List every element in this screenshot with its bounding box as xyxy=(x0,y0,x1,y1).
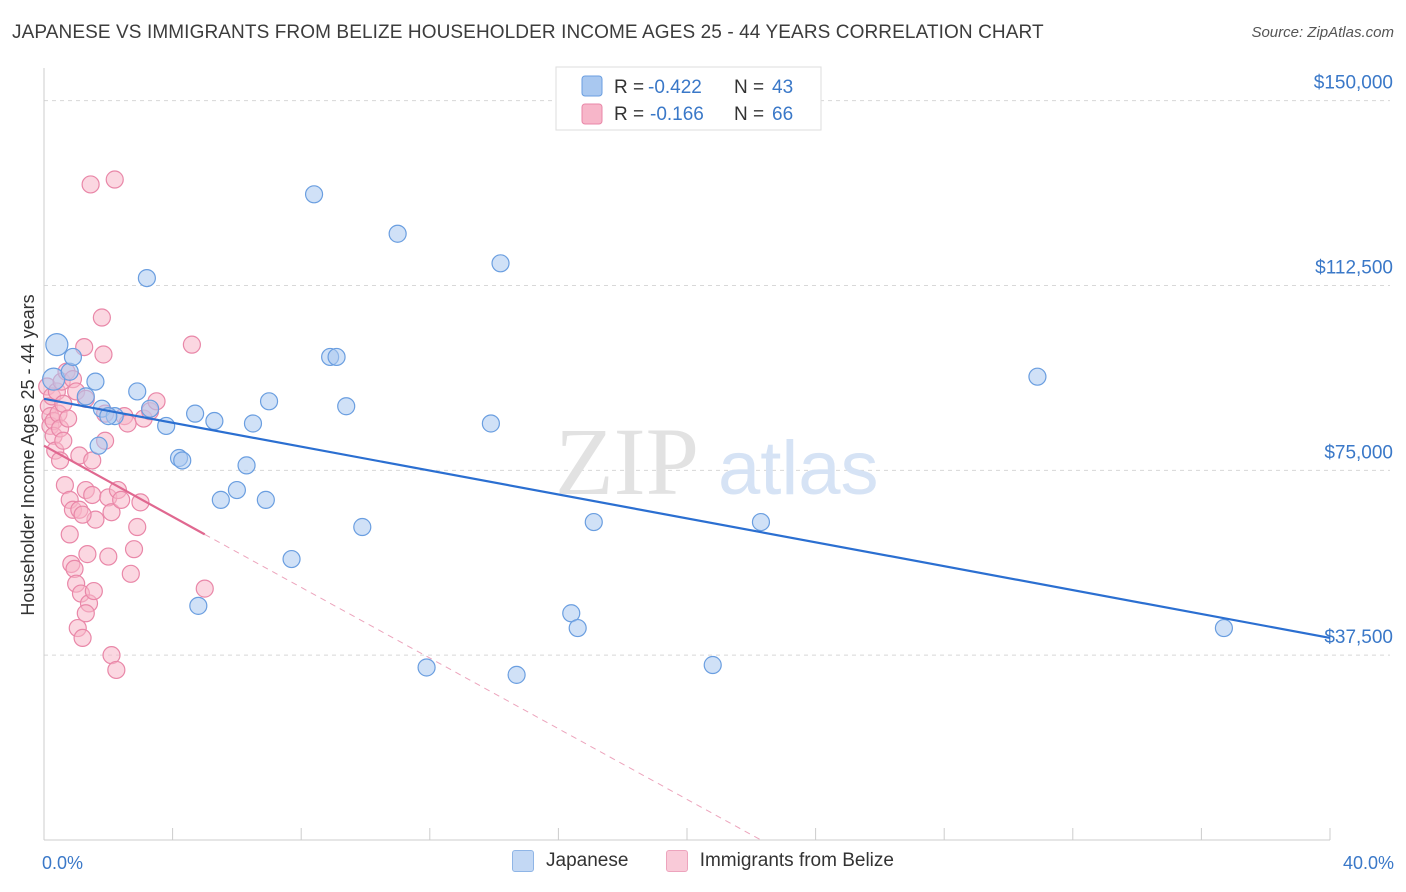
data-point xyxy=(84,581,103,601)
belize-trend-extension xyxy=(204,533,762,841)
data-point xyxy=(102,503,121,522)
data-point xyxy=(259,392,279,411)
source-label: Source: ZipAtlas.com xyxy=(1251,24,1394,41)
legend-r-label-1: R = xyxy=(614,77,644,98)
data-point xyxy=(76,604,95,623)
x-tick-min: 0.0% xyxy=(42,853,83,873)
y-tick-label: $112,500 xyxy=(1315,257,1393,278)
data-point xyxy=(256,490,275,509)
data-point xyxy=(568,618,587,638)
watermark: ZIP atlas xyxy=(555,408,879,515)
belize-trend-line xyxy=(43,444,206,536)
trend-lines xyxy=(43,397,1331,841)
legend-box: R = -0.422 N = 43 R = -0.166 N = 66 xyxy=(555,66,822,131)
data-point xyxy=(584,512,603,532)
data-point xyxy=(388,224,407,243)
x-tick-max: 40.0% xyxy=(1343,853,1394,873)
data-point xyxy=(83,485,102,505)
data-point xyxy=(227,480,246,500)
data-point xyxy=(481,414,500,433)
data-point xyxy=(45,333,69,357)
data-point xyxy=(137,268,156,288)
data-point xyxy=(417,658,436,677)
japanese-trend-line xyxy=(43,397,1331,639)
data-point xyxy=(186,404,205,423)
data-point xyxy=(304,185,324,204)
data-point xyxy=(105,170,124,189)
data-point xyxy=(63,347,83,367)
legend-label-japanese: Japanese xyxy=(546,850,629,871)
legend-r-value-2: -0.166 xyxy=(650,104,704,125)
y-axis-label: Householder Income Ages 25 - 44 years xyxy=(18,294,38,615)
belize-swatch xyxy=(665,850,688,872)
data-point xyxy=(99,547,118,566)
svg-text:R = -0.422 N =: R = -0.422 N = 43 xyxy=(614,77,793,98)
data-point xyxy=(59,409,78,428)
legend-r-value-1: -0.422 xyxy=(648,77,702,98)
data-point xyxy=(121,564,140,583)
japanese-swatch xyxy=(512,850,535,872)
axes xyxy=(43,68,1331,841)
bottom-legend: Japanese Immigrants from Belize xyxy=(0,850,1406,878)
data-point xyxy=(92,308,111,327)
legend-swatch-belize xyxy=(581,103,603,125)
watermark-zip: ZIP xyxy=(555,408,699,515)
data-point xyxy=(282,549,301,569)
legend-r-label-2: R = xyxy=(614,104,644,125)
data-point xyxy=(173,451,192,470)
svg-text:R = -0.166 N =: R = -0.166 N = 66 xyxy=(614,104,793,125)
data-point xyxy=(1214,618,1234,638)
gridlines xyxy=(44,100,1390,656)
data-point xyxy=(86,372,105,391)
data-point xyxy=(76,387,95,406)
data-point xyxy=(189,596,208,615)
japanese-points xyxy=(42,185,1234,684)
data-point xyxy=(211,490,230,509)
data-point xyxy=(107,660,126,680)
data-point xyxy=(337,397,356,416)
data-point xyxy=(81,175,100,194)
legend-item-belize: Immigrants from Belize xyxy=(665,850,894,872)
data-point xyxy=(205,411,224,431)
data-point xyxy=(73,628,92,648)
data-point xyxy=(507,665,526,684)
legend-item-japanese: Japanese xyxy=(512,850,628,872)
data-point xyxy=(60,362,79,381)
y-tick-label: $150,000 xyxy=(1314,73,1393,94)
data-point xyxy=(327,347,346,367)
legend-swatch-japanese xyxy=(581,75,603,97)
legend-n-label-2: N = xyxy=(734,104,764,125)
data-point xyxy=(73,505,92,524)
data-point xyxy=(195,579,214,598)
data-point xyxy=(124,540,144,559)
legend-label-belize: Immigrants from Belize xyxy=(699,850,894,871)
data-point xyxy=(140,399,160,418)
legend-n-label-1: N = xyxy=(734,77,764,98)
data-point xyxy=(128,382,147,401)
watermark-atlas: atlas xyxy=(718,426,879,511)
data-point xyxy=(491,254,510,273)
legend-n-value-1: 43 xyxy=(772,77,793,98)
data-point xyxy=(60,525,79,544)
data-point xyxy=(54,431,73,450)
data-point xyxy=(1028,367,1047,386)
data-point xyxy=(353,517,372,537)
data-point xyxy=(94,345,113,364)
data-point xyxy=(703,655,722,675)
y-tick-labels: $37,500 $75,000 $112,500 $150,000 xyxy=(1314,73,1393,649)
data-point xyxy=(78,545,97,564)
data-point xyxy=(237,456,256,475)
data-point xyxy=(128,517,147,537)
legend-n-value-2: 66 xyxy=(772,104,793,125)
data-point xyxy=(182,335,201,354)
y-tick-label: $75,000 xyxy=(1324,442,1393,463)
data-point xyxy=(243,414,263,433)
data-point xyxy=(751,512,771,532)
chart-title: JAPANESE VS IMMIGRANTS FROM BELIZE HOUSE… xyxy=(12,22,1044,43)
data-point xyxy=(89,436,108,455)
y-tick-label: $37,500 xyxy=(1324,627,1393,648)
data-point xyxy=(112,490,131,509)
